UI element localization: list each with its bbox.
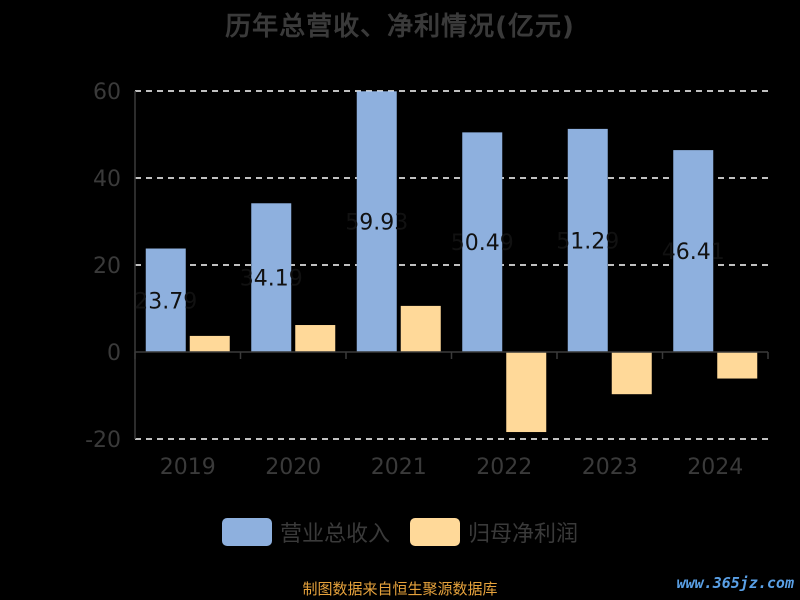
legend-label-revenue: 营业总收入 (279, 522, 390, 547)
legend-swatch-profit (410, 518, 460, 546)
bar-revenue (567, 128, 608, 352)
y-tick-label: 0 (107, 341, 121, 366)
x-tick-label: 2020 (265, 455, 321, 480)
bar-profit (506, 352, 547, 433)
bar-revenue (251, 203, 292, 352)
x-tick-label: 2021 (371, 455, 427, 480)
chart-title: 历年总营收、净利情况(亿元) (225, 12, 575, 42)
bar-profit (611, 352, 652, 395)
legend: 营业总收入 归母净利润 (0, 516, 800, 548)
y-tick-label: 40 (93, 167, 121, 192)
bar-revenue (462, 132, 503, 352)
legend-item-revenue[interactable]: 营业总收入 (221, 516, 390, 548)
y-tick-label: 60 (93, 80, 121, 105)
bar-profit (400, 305, 441, 352)
data-label-revenue: 34.19 (240, 267, 303, 292)
bar-profit (717, 352, 758, 379)
x-tick-label: 2019 (160, 455, 216, 480)
watermark: www.365jz.com (676, 574, 794, 592)
legend-item-profit[interactable]: 归母净利润 (410, 516, 578, 548)
x-tick-label: 2022 (476, 455, 532, 480)
data-label-revenue: 51.29 (556, 229, 619, 254)
bar-profit (295, 325, 336, 352)
y-tick-label: 20 (93, 254, 121, 279)
x-tick-label: 2023 (582, 455, 638, 480)
data-label-revenue: 50.49 (451, 231, 514, 256)
y-tick-label: -20 (85, 428, 121, 453)
legend-swatch-revenue (221, 518, 272, 546)
data-label-revenue: 59.93 (345, 211, 408, 236)
legend-label-profit: 归母净利润 (468, 522, 579, 547)
bar-profit (189, 335, 230, 352)
bar-revenue (673, 150, 714, 352)
data-label-revenue: 23.79 (134, 289, 197, 314)
source-note: 制图数据来自恒生聚源数据库 (302, 580, 498, 598)
bar-revenue (356, 91, 397, 352)
bar-revenue (145, 248, 186, 352)
data-label-revenue: 46.41 (662, 240, 725, 265)
x-tick-label: 2024 (687, 455, 743, 480)
